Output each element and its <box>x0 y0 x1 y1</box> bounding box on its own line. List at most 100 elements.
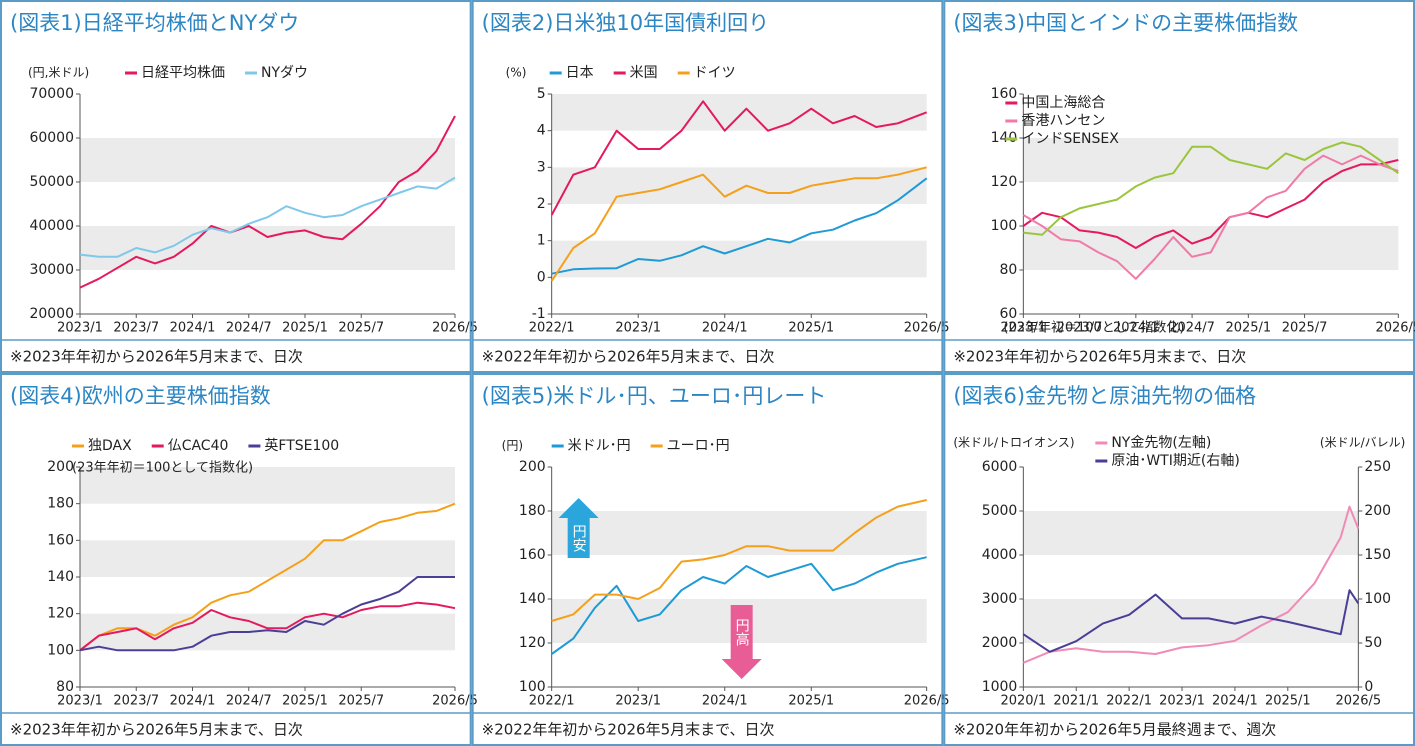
series-line <box>1022 159 1399 249</box>
legend-label: 香港ハンセン <box>1021 113 1105 129</box>
y-tick-label: 2 <box>537 196 546 212</box>
y2-tick-label: 200 <box>1364 503 1391 519</box>
x-tick-label: 2023/1 <box>1000 321 1046 336</box>
y-tick-label: 120 <box>519 635 546 651</box>
y-axis-unit: (米ドル/トロイオンス) <box>953 436 1074 450</box>
panel-border <box>471 373 944 746</box>
legend-label: 日経平均株価 <box>141 65 225 81</box>
x-tick-label: 2024/7 <box>1169 321 1215 336</box>
grid-band <box>80 467 455 504</box>
x-tick-label: 2022/1 <box>1106 694 1152 709</box>
x-tick-label: 2024/1 <box>170 694 216 709</box>
series-line <box>1022 589 1360 653</box>
x-tick-label: 2023/7 <box>113 694 159 709</box>
grid-band <box>80 613 455 651</box>
y-tick-label: 20000 <box>29 306 74 322</box>
legend-label: NY金先物(左軸) <box>1111 435 1211 451</box>
x-tick-label: 2022/1 <box>529 694 575 709</box>
y-tick-label: 160 <box>519 547 546 563</box>
x-tick-label: 2025/1 <box>788 694 834 709</box>
series-line <box>550 166 927 282</box>
x-tick-label: 2026/5 <box>1375 321 1415 336</box>
series-line <box>550 100 928 216</box>
footnote: ※2023年年初から2026年5月末まで、日次 <box>10 348 303 366</box>
series-line <box>79 502 456 652</box>
y-axis-unit: (%) <box>506 66 527 80</box>
y-tick-label: 2000 <box>982 635 1018 651</box>
x-tick-label: 2025/7 <box>1282 321 1328 336</box>
x-tick-label: 2024/1 <box>1113 321 1159 336</box>
x-tick-label: 2023/7 <box>113 321 159 336</box>
y2-tick-label: 0 <box>1364 679 1373 695</box>
annotation: (23年年初＝100として指数化) <box>1003 321 1184 336</box>
footnote: ※2023年年初から2026年5月末まで、日次 <box>953 348 1246 366</box>
chart-title: (図表3)中国とインドの主要株価指数 <box>953 11 1298 35</box>
y-tick-label: 50000 <box>29 174 74 190</box>
x-tick-label: 2025/1 <box>1225 321 1271 336</box>
y-axis-unit: (円,米ドル) <box>28 66 89 80</box>
legend-label: NYダウ <box>261 65 308 81</box>
x-tick-label: 2025/1 <box>788 321 834 336</box>
grid-band <box>1023 226 1399 270</box>
y-tick-label: 100 <box>519 679 546 695</box>
chart-title: (図表2)日米独10年国債利回り <box>482 11 769 35</box>
x-tick-label: 2024/7 <box>226 321 272 336</box>
y-tick-label: 140 <box>519 591 546 607</box>
x-tick-label: 2026/5 <box>432 321 478 336</box>
series-line <box>1022 505 1360 664</box>
legend-label: 米ドル･円 <box>568 438 631 454</box>
y-tick-label: 60000 <box>29 130 74 146</box>
chart-title: (図表1)日経平均株価とNYダウ <box>10 11 299 35</box>
y-tick-label: 3 <box>537 159 546 175</box>
x-tick-label: 2023/1 <box>57 694 103 709</box>
x-tick-label: 2025/1 <box>1265 694 1311 709</box>
y-tick-label: 5 <box>537 86 546 102</box>
y-tick-label: 60 <box>1000 306 1018 322</box>
legend-label: 英FTSE100 <box>264 437 339 454</box>
y-tick-label: 160 <box>47 532 74 548</box>
x-tick-label: 2024/1 <box>702 694 748 709</box>
legend-label: 独DAX <box>88 438 132 454</box>
y-tick-label: 120 <box>47 606 74 622</box>
y2-axis-unit: (米ドル/バレル) <box>1320 436 1405 450</box>
grid-band <box>80 540 455 577</box>
x-tick-label: 2026/5 <box>904 321 950 336</box>
x-tick-label: 2025/7 <box>338 694 384 709</box>
y-axis-unit: (円) <box>502 439 523 453</box>
x-tick-label: 2022/1 <box>529 321 575 336</box>
y-tick-label: -1 <box>532 306 546 322</box>
series-line <box>79 115 456 289</box>
grid-band <box>1023 511 1359 555</box>
footnote: ※2022年年初から2026年5月末まで、日次 <box>482 348 775 366</box>
y-tick-label: 0 <box>537 269 546 285</box>
annotation: (23年年初＝100として指数化) <box>72 461 253 476</box>
x-tick-label: 2024/1 <box>702 321 748 336</box>
footnote: ※2020年年初から2026年5月最終週まで、週次 <box>953 721 1276 739</box>
x-tick-label: 2023/1 <box>57 321 103 336</box>
grid-band <box>80 138 455 182</box>
panel-border <box>0 0 472 373</box>
panel-border <box>943 0 1415 373</box>
y-tick-label: 5000 <box>982 503 1018 519</box>
footnote: ※2023年年初から2026年5月末まで、日次 <box>10 721 303 739</box>
y-tick-label: 180 <box>519 503 546 519</box>
series-line <box>551 556 927 655</box>
series-line <box>551 499 927 622</box>
y-tick-label: 180 <box>47 496 74 512</box>
panel-border <box>471 0 944 373</box>
x-tick-label: 2024/7 <box>226 694 272 709</box>
y-tick-label: 70000 <box>29 86 74 102</box>
y-tick-label: 80 <box>56 679 74 695</box>
y-tick-label: 200 <box>47 459 74 475</box>
legend-label: ユーロ･円 <box>667 438 730 454</box>
series-line <box>551 177 928 275</box>
x-tick-label: 2026/5 <box>904 694 950 709</box>
y-tick-label: 1000 <box>982 679 1018 695</box>
series-line <box>79 176 456 258</box>
grid-band <box>551 167 927 204</box>
panel-border <box>943 373 1415 746</box>
x-tick-label: 2023/1 <box>615 694 661 709</box>
arrow-label: 円高 <box>734 618 750 646</box>
x-tick-label: 2024/1 <box>1212 694 1258 709</box>
chart-title: (図表5)米ドル･円、ユーロ･円レート <box>482 384 827 408</box>
